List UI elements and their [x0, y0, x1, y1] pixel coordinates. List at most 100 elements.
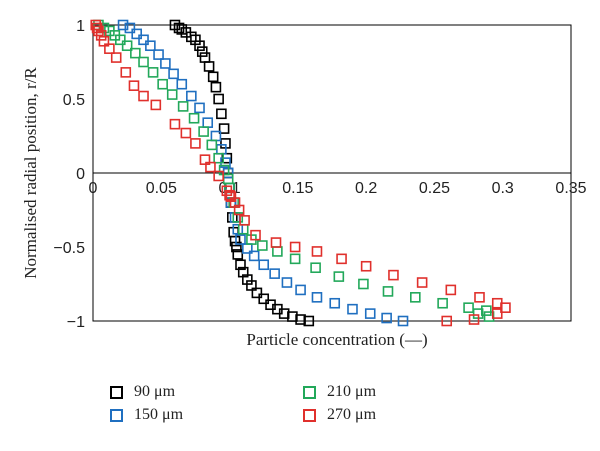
data-point	[198, 126, 209, 137]
data-point	[124, 22, 136, 34]
data-point	[235, 259, 246, 271]
data-point	[410, 292, 421, 303]
data-point	[397, 315, 409, 327]
data-point	[128, 80, 140, 91]
data-point	[295, 314, 306, 325]
data-point	[246, 280, 257, 291]
data-point	[358, 278, 369, 290]
data-point	[213, 152, 224, 164]
x-tick-label: 0.05	[146, 180, 177, 197]
y-axis-title: Normalised radial position, r/R	[21, 67, 40, 279]
data-point	[203, 61, 215, 72]
data-point	[130, 47, 141, 59]
data-point	[437, 297, 448, 309]
data-point	[481, 305, 492, 316]
y-tick-label: 1	[76, 18, 85, 35]
x-tick-label: 0.25	[419, 180, 450, 197]
data-point	[269, 268, 280, 279]
data-point	[232, 212, 244, 223]
data-point	[333, 271, 345, 282]
data-point	[188, 112, 200, 124]
data-point	[468, 314, 480, 325]
series-3	[90, 19, 511, 327]
data-point	[445, 284, 457, 296]
data-point	[150, 99, 162, 111]
data-point	[138, 56, 149, 68]
data-point	[138, 34, 149, 46]
data-point	[281, 277, 293, 288]
data-point	[382, 286, 394, 297]
data-point	[441, 315, 453, 327]
data-point	[131, 28, 143, 40]
data-point	[147, 67, 159, 78]
data-point	[98, 35, 110, 47]
data-point	[120, 67, 132, 78]
data-point	[216, 108, 227, 120]
data-point	[287, 311, 298, 322]
data-point	[474, 292, 485, 303]
data-point	[310, 262, 321, 274]
x-tick-label: 0	[89, 180, 98, 197]
data-point	[104, 43, 115, 54]
series-2	[93, 19, 495, 322]
y-tick-label: −0.5	[53, 240, 85, 257]
y-tick-label: −1	[67, 314, 85, 331]
data-point	[232, 223, 244, 235]
data-point	[145, 40, 156, 52]
data-point	[311, 246, 323, 257]
data-point	[258, 293, 270, 305]
series-0	[169, 19, 315, 327]
data-point	[138, 90, 149, 102]
y-tick-labels: 1 0.5 0 −0.5 −1	[53, 18, 85, 331]
data-point	[117, 19, 129, 31]
data-markers	[90, 19, 511, 327]
data-point	[272, 246, 283, 257]
x-axis-title: Particle concentration (—)	[246, 330, 427, 349]
data-point	[257, 240, 268, 251]
x-tick-label: 0.2	[355, 180, 377, 197]
data-point	[177, 101, 189, 112]
data-point	[207, 71, 219, 83]
data-point	[491, 308, 503, 319]
data-point	[121, 40, 133, 52]
data-point	[250, 229, 261, 241]
data-point	[98, 22, 110, 34]
data-point	[194, 102, 205, 114]
data-point	[169, 118, 181, 130]
data-point	[218, 123, 230, 134]
data-point	[463, 302, 474, 313]
x-tick-labels: 0 0.05 0.1 0.15 0.2 0.25 0.3 0.35	[89, 180, 587, 197]
data-point	[153, 49, 164, 60]
data-point	[176, 78, 188, 90]
data-point	[168, 68, 179, 80]
data-point	[289, 253, 301, 265]
data-point	[233, 204, 245, 216]
data-point	[202, 117, 214, 128]
data-point	[248, 250, 260, 262]
data-point	[229, 235, 241, 247]
data-point	[115, 34, 126, 46]
data-point	[237, 223, 249, 235]
data-point	[199, 154, 211, 165]
data-point	[224, 189, 235, 201]
data-point	[213, 170, 224, 182]
data-point	[196, 46, 208, 57]
data-point	[295, 284, 306, 296]
data-point	[270, 237, 282, 248]
y-tick-label: 0	[76, 166, 85, 183]
data-point	[95, 30, 107, 41]
data-point	[360, 260, 372, 272]
data-point	[180, 127, 192, 139]
data-point	[381, 312, 392, 324]
data-point	[500, 302, 511, 313]
data-point	[160, 58, 171, 69]
data-point	[90, 19, 102, 31]
data-point	[311, 292, 323, 303]
data-point	[388, 269, 399, 281]
data-point	[239, 215, 250, 226]
data-point	[206, 139, 218, 151]
data-point	[483, 311, 495, 322]
data-point	[278, 308, 290, 319]
data-point	[232, 249, 244, 260]
